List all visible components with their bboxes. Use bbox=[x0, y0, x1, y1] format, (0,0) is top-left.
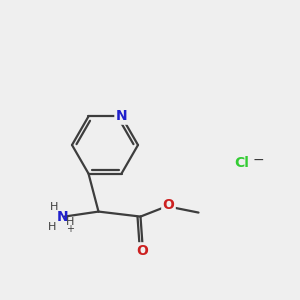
Text: −: − bbox=[252, 153, 264, 167]
Text: H: H bbox=[66, 217, 75, 226]
Text: O: O bbox=[163, 198, 174, 212]
Text: +: + bbox=[67, 224, 74, 234]
Text: H: H bbox=[48, 222, 57, 232]
Text: N: N bbox=[57, 210, 68, 224]
Text: N: N bbox=[116, 110, 127, 123]
Text: H: H bbox=[50, 202, 59, 212]
Text: Cl: Cl bbox=[235, 156, 249, 170]
Text: O: O bbox=[136, 244, 148, 258]
